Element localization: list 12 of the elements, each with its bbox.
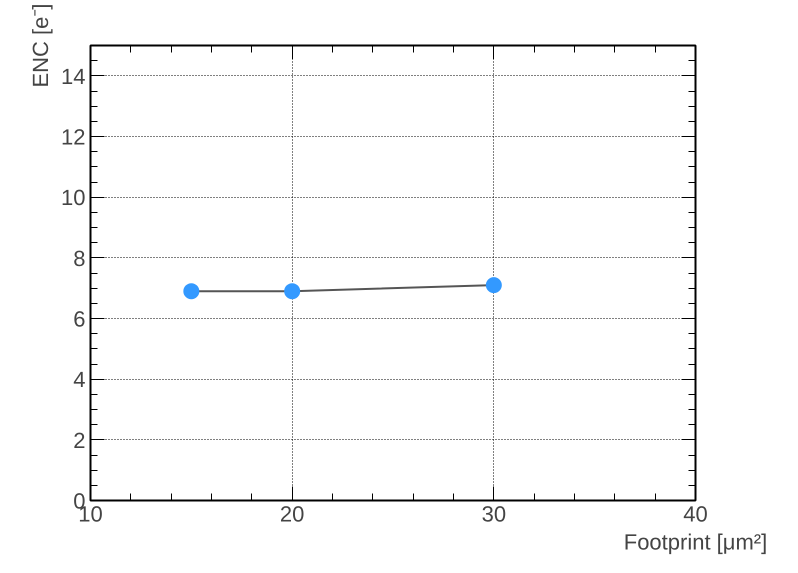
y-tick-label: 12 bbox=[61, 124, 86, 150]
y-tick-label: 8 bbox=[73, 246, 86, 271]
x-tick-label: 30 bbox=[482, 502, 506, 526]
x-tick-label: 20 bbox=[280, 502, 304, 526]
y-tick-label: 2 bbox=[73, 428, 86, 453]
y-tick-label: 14 bbox=[61, 64, 86, 89]
x-axis-title: Footprint [μm²] bbox=[624, 530, 768, 554]
x-tick-label: 40 bbox=[683, 502, 708, 526]
y-axis-title: ENC [e⁻] bbox=[28, 3, 54, 88]
y-tick-label: 6 bbox=[73, 306, 86, 332]
y-tick-label: 4 bbox=[73, 367, 86, 392]
y-tick-label: 10 bbox=[61, 185, 86, 210]
